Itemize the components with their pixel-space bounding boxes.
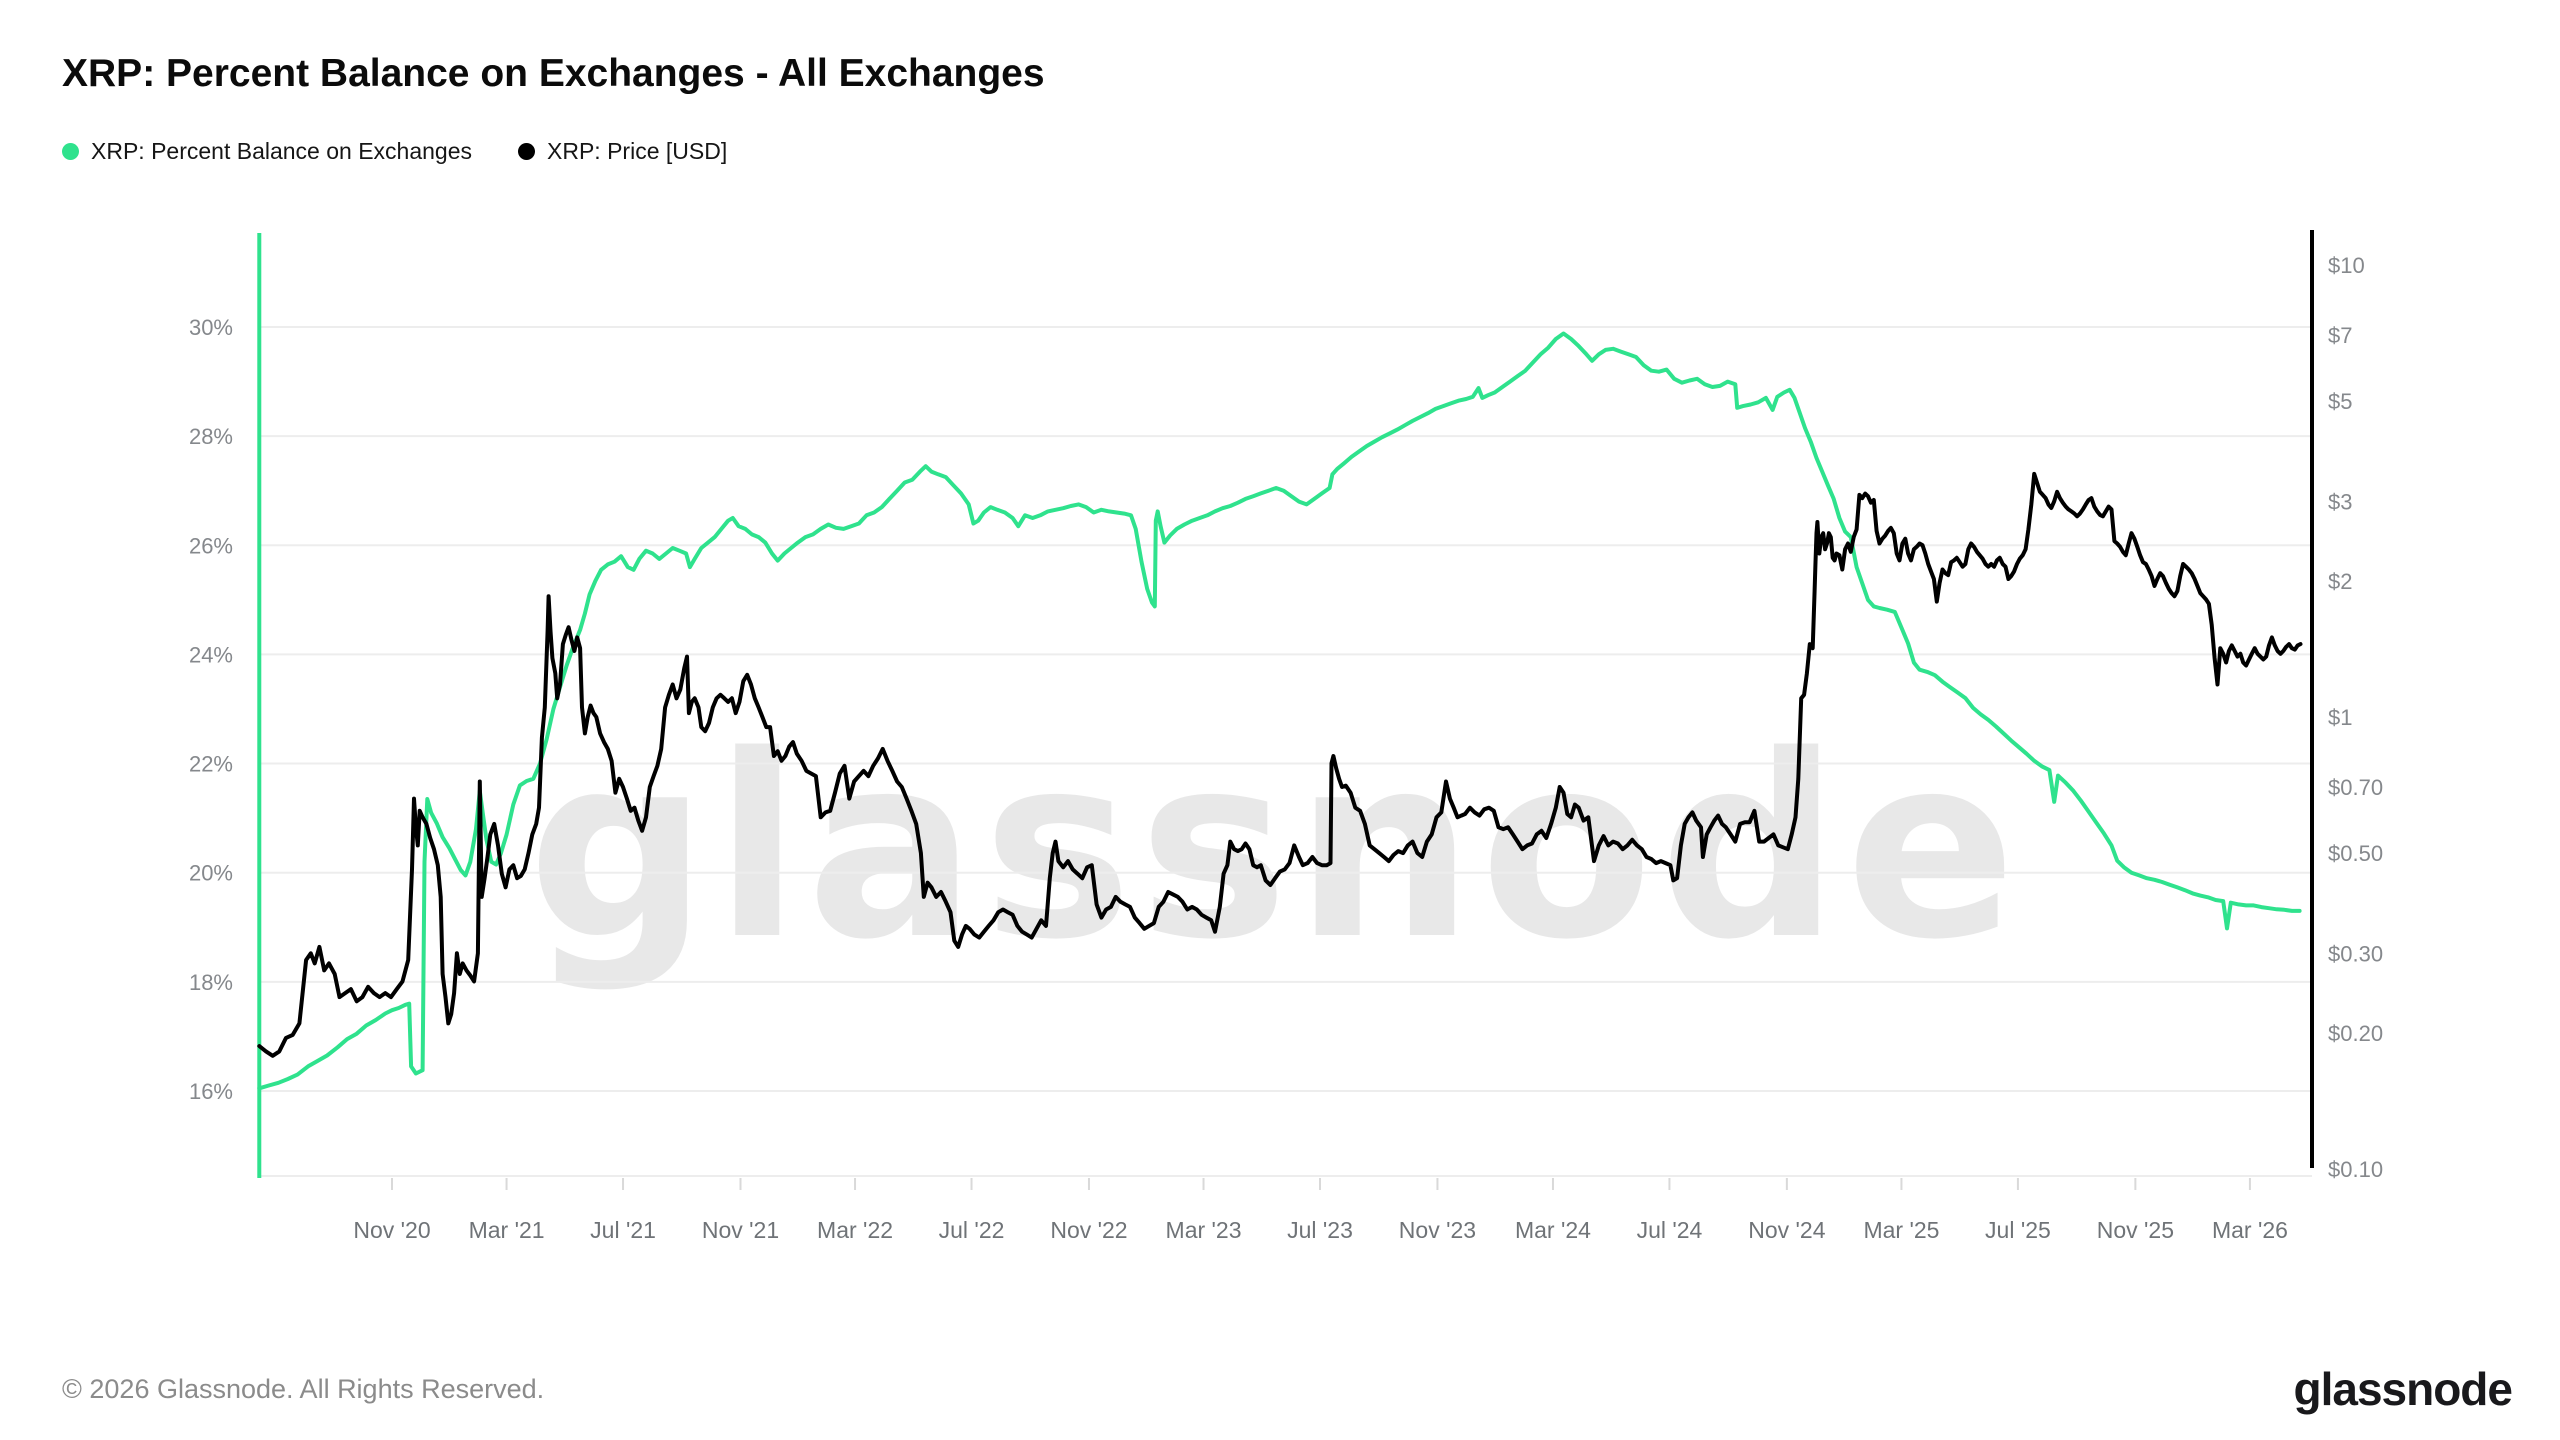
x-axis-tick-label: Mar '26 — [2212, 1217, 2288, 1243]
price-series-color-dot-icon — [518, 143, 536, 160]
x-axis-tick-label: Jul '21 — [590, 1217, 656, 1243]
right-axis-tick-label: $0.70 — [2328, 775, 2383, 800]
price-series-line — [257, 471, 2303, 1058]
x-axis-tick-label: Mar '25 — [1863, 1217, 1939, 1243]
page-title: XRP: Percent Balance on Exchanges - All … — [62, 52, 1045, 95]
right-axis-tick-label: $10 — [2328, 253, 2365, 278]
copyright-text: © 2026 Glassnode. All Rights Reserved. — [62, 1374, 545, 1404]
left-axis-tick-label: 22% — [189, 752, 233, 777]
x-axis-tick-label: Nov '22 — [1050, 1217, 1127, 1243]
left-axis-tick-label: 30% — [189, 315, 233, 340]
right-axis-tick-label: $0.30 — [2328, 941, 2383, 966]
balance-series-line — [257, 331, 2302, 1091]
left-axis-tick-label: 24% — [189, 642, 233, 667]
right-axis-tick-label: $1 — [2328, 705, 2352, 730]
x-axis-tick-label: Nov '24 — [1748, 1217, 1825, 1243]
balance-series-color-dot-icon — [62, 143, 79, 160]
right-axis-tick-label: $0.10 — [2328, 1157, 2383, 1182]
x-axis-tick-label: Jul '24 — [1637, 1217, 1703, 1243]
left-axis-tick-label: 20% — [189, 861, 233, 886]
legend-item-balance[interactable]: XRP: Percent Balance on Exchanges — [62, 138, 472, 165]
right-axis-tick-label: $3 — [2328, 489, 2352, 514]
left-axis-tick-label: 16% — [189, 1079, 233, 1104]
right-axis-tick-label: $0.50 — [2328, 841, 2383, 866]
x-axis-tick-label: Mar '24 — [1515, 1217, 1591, 1243]
legend: XRP: Percent Balance on Exchanges XRP: P… — [62, 138, 727, 165]
x-axis-tick-label: Nov '21 — [702, 1217, 779, 1243]
x-axis-tick-label: Nov '20 — [353, 1217, 430, 1243]
x-axis-tick-label: Nov '25 — [2097, 1217, 2174, 1243]
legend-label-price: XRP: Price [USD] — [547, 138, 728, 164]
x-axis-tick-label: Mar '22 — [817, 1217, 893, 1243]
x-axis-tick-label: Mar '21 — [469, 1217, 545, 1243]
x-axis-tick-label: Jul '23 — [1287, 1217, 1353, 1243]
x-axis-tick-label: Jul '25 — [1985, 1217, 2051, 1243]
right-axis-tick-label: $2 — [2328, 569, 2352, 594]
right-axis-tick-label: $0.20 — [2328, 1021, 2383, 1046]
x-axis-tick-label: Nov '23 — [1399, 1217, 1476, 1243]
right-axis-tick-label: $7 — [2328, 323, 2352, 348]
legend-label-balance: XRP: Percent Balance on Exchanges — [91, 138, 473, 164]
glassnode-logo[interactable]: glassnode — [2293, 1363, 2513, 1415]
left-axis-tick-label: 18% — [189, 970, 233, 995]
x-axis-tick-label: Jul '22 — [939, 1217, 1005, 1243]
left-axis-tick-label: 28% — [189, 424, 233, 449]
left-axis-tick-label: 26% — [189, 533, 233, 558]
right-axis-tick-label: $5 — [2328, 389, 2352, 414]
legend-item-price[interactable]: XRP: Price [USD] — [518, 138, 727, 165]
x-axis-tick-label: Mar '23 — [1166, 1217, 1242, 1243]
